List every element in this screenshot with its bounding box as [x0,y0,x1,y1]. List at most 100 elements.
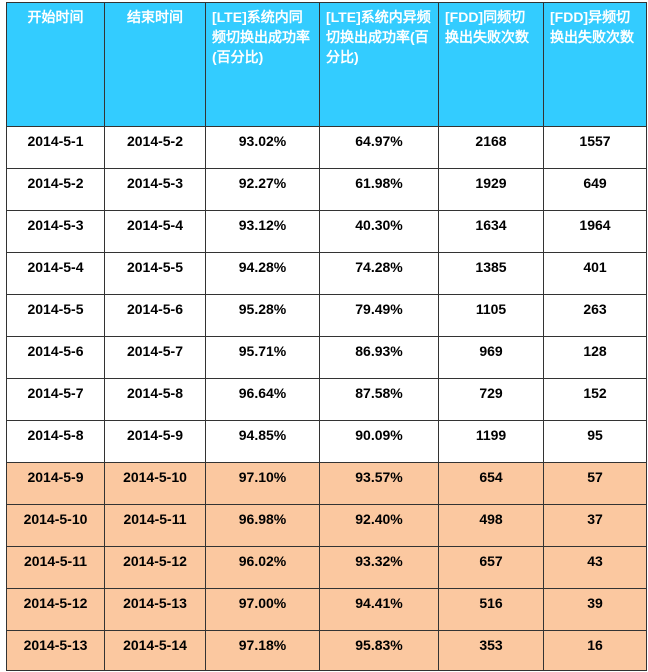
cell-start-time: 2014-5-3 [6,210,105,253]
cell-fdd-inter-freq-failures: 1557 [543,126,647,169]
cell-intra-freq-success-rate: 97.00% [205,588,320,631]
cell-fdd-inter-freq-failures: 57 [543,462,647,505]
table-row: 2014-5-4 2014-5-5 94.28% 74.28% 1385 401 [6,252,647,295]
cell-inter-freq-success-rate: 93.57% [319,462,439,505]
cell-fdd-inter-freq-failures: 152 [543,378,647,421]
table-row-highlighted: 2014-5-10 2014-5-11 96.98% 92.40% 498 37 [6,504,647,547]
header-start-time: 开始时间 [6,2,105,127]
cell-intra-freq-success-rate: 94.85% [205,420,320,463]
cell-start-time: 2014-5-7 [6,378,105,421]
cell-end-time: 2014-5-14 [104,630,206,671]
cell-inter-freq-success-rate: 90.09% [319,420,439,463]
cell-end-time: 2014-5-2 [104,126,206,169]
cell-start-time: 2014-5-5 [6,294,105,337]
cell-end-time: 2014-5-4 [104,210,206,253]
cell-end-time: 2014-5-6 [104,294,206,337]
cell-inter-freq-success-rate: 86.93% [319,336,439,379]
cell-fdd-inter-freq-failures: 39 [543,588,647,631]
cell-fdd-intra-freq-failures: 729 [438,378,544,421]
header-intra-freq-success-rate: [LTE]系统内同频切换出成功率(百分比) [205,2,320,127]
cell-intra-freq-success-rate: 93.02% [205,126,320,169]
table-row: 2014-5-2 2014-5-3 92.27% 61.98% 1929 649 [6,168,647,211]
cell-end-time: 2014-5-11 [104,504,206,547]
table-row-highlighted: 2014-5-9 2014-5-10 97.10% 93.57% 654 57 [6,462,647,505]
cell-end-time: 2014-5-8 [104,378,206,421]
cell-inter-freq-success-rate: 92.40% [319,504,439,547]
cell-start-time: 2014-5-9 [6,462,105,505]
table-row: 2014-5-3 2014-5-4 93.12% 40.30% 1634 196… [6,210,647,253]
header-fdd-intra-freq-failures: [FDD]同频切换出失败次数 [438,2,544,127]
cell-intra-freq-success-rate: 93.12% [205,210,320,253]
cell-inter-freq-success-rate: 94.41% [319,588,439,631]
cell-fdd-intra-freq-failures: 1199 [438,420,544,463]
cell-intra-freq-success-rate: 95.28% [205,294,320,337]
cell-inter-freq-success-rate: 40.30% [319,210,439,253]
cell-inter-freq-success-rate: 79.49% [319,294,439,337]
cell-fdd-intra-freq-failures: 2168 [438,126,544,169]
table-row-highlighted: 2014-5-11 2014-5-12 96.02% 93.32% 657 43 [6,546,647,589]
cell-start-time: 2014-5-12 [6,588,105,631]
cell-fdd-intra-freq-failures: 654 [438,462,544,505]
cell-fdd-intra-freq-failures: 353 [438,630,544,671]
table-row: 2014-5-6 2014-5-7 95.71% 86.93% 969 128 [6,336,647,379]
cell-intra-freq-success-rate: 96.02% [205,546,320,589]
cell-end-time: 2014-5-10 [104,462,206,505]
cell-fdd-inter-freq-failures: 37 [543,504,647,547]
cell-fdd-inter-freq-failures: 95 [543,420,647,463]
cell-inter-freq-success-rate: 64.97% [319,126,439,169]
cell-fdd-inter-freq-failures: 263 [543,294,647,337]
table-row: 2014-5-5 2014-5-6 95.28% 79.49% 1105 263 [6,294,647,337]
cell-fdd-inter-freq-failures: 401 [543,252,647,295]
cell-end-time: 2014-5-5 [104,252,206,295]
cell-fdd-inter-freq-failures: 43 [543,546,647,589]
cell-inter-freq-success-rate: 93.32% [319,546,439,589]
table-body: 2014-5-1 2014-5-2 93.02% 64.97% 2168 155… [6,126,647,671]
table-row: 2014-5-8 2014-5-9 94.85% 90.09% 1199 95 [6,420,647,463]
cell-start-time: 2014-5-4 [6,252,105,295]
cell-fdd-intra-freq-failures: 516 [438,588,544,631]
table-row-highlighted: 2014-5-12 2014-5-13 97.00% 94.41% 516 39 [6,588,647,631]
cell-end-time: 2014-5-13 [104,588,206,631]
cell-start-time: 2014-5-6 [6,336,105,379]
cell-intra-freq-success-rate: 96.98% [205,504,320,547]
cell-fdd-inter-freq-failures: 1964 [543,210,647,253]
kpi-table: 开始时间 结束时间 [LTE]系统内同频切换出成功率(百分比) [LTE]系统内… [6,2,647,671]
cell-fdd-intra-freq-failures: 969 [438,336,544,379]
cell-fdd-intra-freq-failures: 1929 [438,168,544,211]
cell-inter-freq-success-rate: 87.58% [319,378,439,421]
header-row: 开始时间 结束时间 [LTE]系统内同频切换出成功率(百分比) [LTE]系统内… [6,2,647,127]
table-row: 2014-5-7 2014-5-8 96.64% 87.58% 729 152 [6,378,647,421]
cell-end-time: 2014-5-3 [104,168,206,211]
cell-end-time: 2014-5-12 [104,546,206,589]
cell-start-time: 2014-5-11 [6,546,105,589]
cell-inter-freq-success-rate: 95.83% [319,630,439,671]
cell-intra-freq-success-rate: 94.28% [205,252,320,295]
cell-start-time: 2014-5-1 [6,126,105,169]
cell-intra-freq-success-rate: 92.27% [205,168,320,211]
cell-start-time: 2014-5-2 [6,168,105,211]
cell-fdd-intra-freq-failures: 1105 [438,294,544,337]
cell-fdd-inter-freq-failures: 16 [543,630,647,671]
cell-start-time: 2014-5-10 [6,504,105,547]
cell-fdd-inter-freq-failures: 649 [543,168,647,211]
header-fdd-inter-freq-failures: [FDD]异频切换出失败次数 [543,2,647,127]
cell-fdd-intra-freq-failures: 1385 [438,252,544,295]
cell-end-time: 2014-5-7 [104,336,206,379]
cell-start-time: 2014-5-13 [6,630,105,671]
cell-intra-freq-success-rate: 95.71% [205,336,320,379]
cell-fdd-intra-freq-failures: 498 [438,504,544,547]
cell-fdd-inter-freq-failures: 128 [543,336,647,379]
cell-inter-freq-success-rate: 74.28% [319,252,439,295]
cell-intra-freq-success-rate: 96.64% [205,378,320,421]
cell-end-time: 2014-5-9 [104,420,206,463]
cell-fdd-intra-freq-failures: 657 [438,546,544,589]
cell-inter-freq-success-rate: 61.98% [319,168,439,211]
cell-intra-freq-success-rate: 97.18% [205,630,320,671]
header-end-time: 结束时间 [104,2,206,127]
cell-start-time: 2014-5-8 [6,420,105,463]
cell-fdd-intra-freq-failures: 1634 [438,210,544,253]
header-inter-freq-success-rate: [LTE]系统内异频切换出成功率(百分比) [319,2,439,127]
table-row-highlighted: 2014-5-13 2014-5-14 97.18% 95.83% 353 16 [6,630,647,671]
table-row: 2014-5-1 2014-5-2 93.02% 64.97% 2168 155… [6,126,647,169]
cell-intra-freq-success-rate: 97.10% [205,462,320,505]
